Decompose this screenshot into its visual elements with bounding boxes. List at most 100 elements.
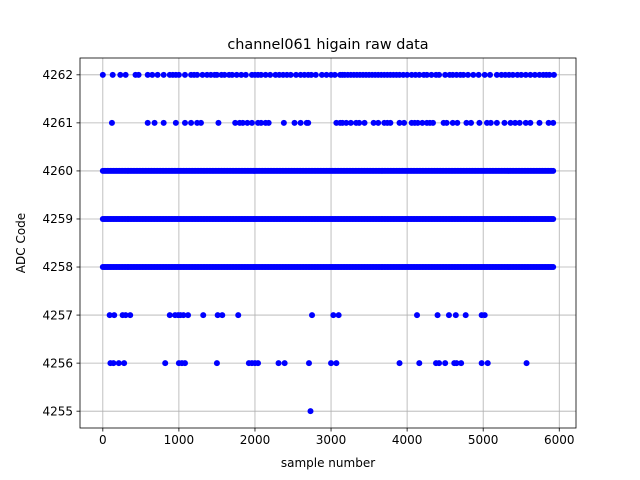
y-axis-ticks: 4255 4256 4257 4258 4259 4260 4261 4262: [42, 68, 80, 418]
data-point: [493, 71, 500, 78]
data-point: [416, 360, 423, 367]
data-point: [361, 119, 368, 126]
y-tick-label: 4261: [42, 116, 73, 130]
data-point: [512, 119, 519, 126]
data-point: [162, 360, 169, 367]
data-point: [307, 408, 314, 415]
data-point: [185, 312, 192, 319]
data-point: [434, 312, 441, 319]
data-point: [550, 71, 557, 78]
data-point: [470, 71, 477, 78]
data-point: [106, 312, 113, 319]
data-point: [281, 360, 288, 367]
data-point: [151, 119, 158, 126]
data-point: [481, 312, 488, 319]
data-point: [258, 71, 265, 78]
data-point: [484, 360, 491, 367]
data-point: [239, 119, 246, 126]
data-point: [117, 71, 124, 78]
data-point: [309, 312, 316, 319]
data-point: [242, 71, 249, 78]
data-point: [144, 119, 151, 126]
data-point: [229, 71, 236, 78]
data-point: [331, 71, 338, 78]
grid-lines: [80, 58, 576, 428]
plot-frame: [79, 57, 577, 429]
data-point: [343, 119, 350, 126]
data-point: [416, 71, 423, 78]
data-point: [522, 71, 529, 78]
y-tick-label: 4257: [42, 308, 73, 322]
data-point: [449, 119, 456, 126]
y-tick-label: 4258: [42, 260, 73, 274]
data-point: [110, 360, 117, 367]
data-point: [531, 71, 538, 78]
x-tick-label: 6000: [544, 433, 575, 447]
data-point: [293, 71, 300, 78]
data-point: [356, 119, 363, 126]
data-point: [429, 119, 436, 126]
data-point: [194, 71, 201, 78]
data-point: [248, 119, 255, 126]
data-point: [335, 312, 342, 319]
data-point: [414, 119, 421, 126]
chart-title: channel061 higain raw data: [227, 37, 428, 53]
data-point: [328, 360, 335, 367]
data-point: [527, 71, 534, 78]
data-point: [476, 119, 483, 126]
data-point: [468, 119, 475, 126]
data-point: [401, 119, 408, 126]
y-tick-label: 4256: [42, 356, 73, 370]
data-point: [172, 119, 179, 126]
data-point: [115, 360, 122, 367]
data-point: [244, 119, 251, 126]
data-point: [396, 119, 403, 126]
data-point: [545, 119, 552, 126]
data-point: [291, 119, 298, 126]
data-point: [154, 71, 161, 78]
data-point: [333, 360, 340, 367]
data-point: [481, 71, 488, 78]
x-tick-label: 0: [99, 433, 107, 447]
data-point: [462, 312, 469, 319]
data-point: [109, 71, 116, 78]
data-point: [275, 360, 282, 367]
data-point: [149, 71, 156, 78]
data-point: [522, 119, 529, 126]
data-points: [99, 71, 557, 415]
data-point: [550, 167, 557, 174]
x-tick-label: 3000: [316, 433, 347, 447]
data-point: [487, 71, 494, 78]
data-point: [436, 71, 443, 78]
data-point: [442, 71, 449, 78]
data-point: [160, 71, 167, 78]
data-point: [258, 119, 265, 126]
data-point: [188, 119, 195, 126]
y-axis-label: ADC Code: [14, 213, 28, 273]
data-point: [219, 312, 226, 319]
y-tick-label: 4262: [42, 68, 73, 82]
data-point: [214, 312, 221, 319]
data-point: [181, 119, 188, 126]
data-point: [308, 71, 315, 78]
y-tick-label: 4255: [42, 404, 73, 418]
data-point: [493, 119, 500, 126]
data-point: [305, 360, 312, 367]
data-point: [238, 71, 245, 78]
data-point: [233, 71, 240, 78]
data-point: [180, 312, 187, 319]
y-tick-label: 4259: [42, 212, 73, 226]
x-axis-label: sample number: [281, 456, 375, 470]
x-tick-label: 2000: [240, 433, 271, 447]
data-point: [330, 312, 337, 319]
data-point: [475, 71, 482, 78]
data-point: [267, 71, 274, 78]
data-point: [454, 119, 461, 126]
data-point: [414, 312, 421, 319]
data-point: [200, 312, 207, 319]
data-point: [160, 119, 167, 126]
data-point: [536, 119, 543, 126]
data-point: [453, 360, 460, 367]
data-point: [262, 71, 269, 78]
